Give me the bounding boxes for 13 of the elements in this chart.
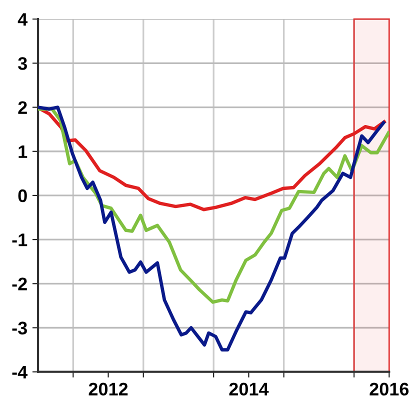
y-tick-label: 0 [18,189,27,202]
y-tick-label: 1 [18,145,28,158]
y-tick-label: -4 [12,366,28,378]
line-series [38,106,386,352]
x-tick-label: 2016 [370,382,409,396]
y-tick-label: -3 [12,322,27,334]
y-tick-label: -2 [12,278,27,290]
y-tick-label: 3 [18,57,27,70]
y-tick-label: -1 [12,234,28,246]
y-tick-label: 4 [18,13,28,26]
x-tick-label: 2014 [229,382,269,396]
x-tick-label: 2012 [88,382,128,396]
y-tick-label: 2 [18,101,27,114]
